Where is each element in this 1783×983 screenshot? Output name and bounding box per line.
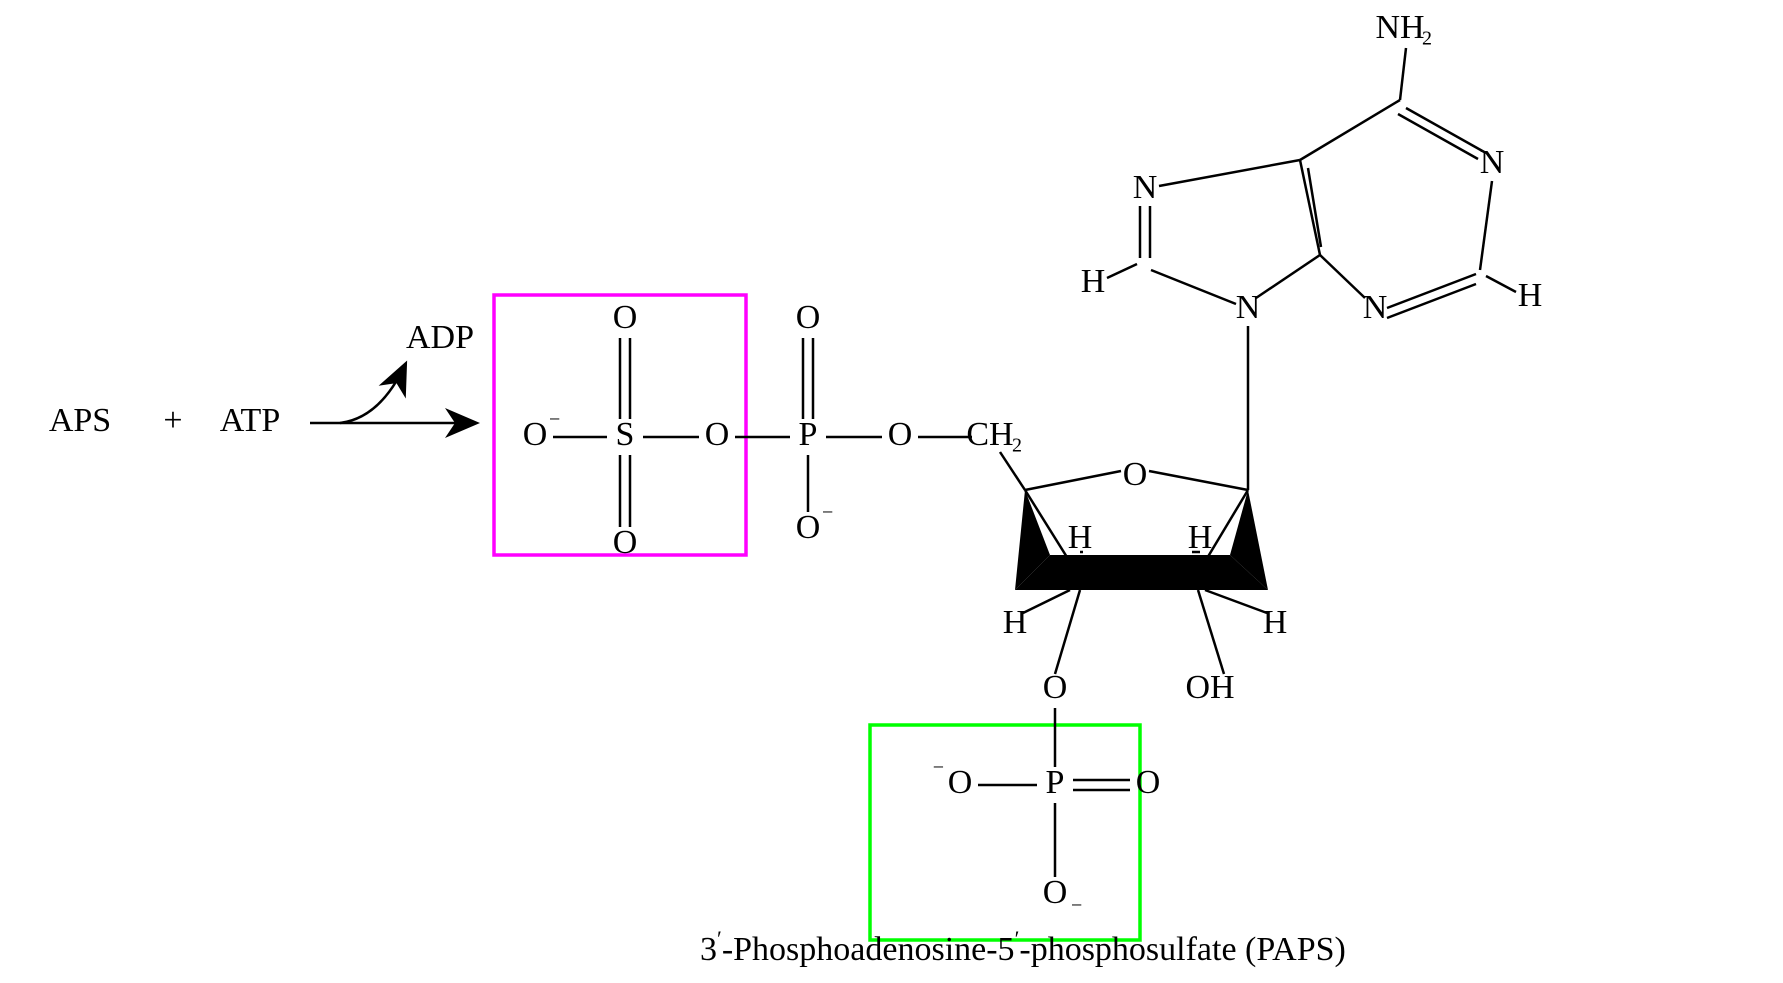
atom-O_P2_right: O bbox=[1136, 764, 1161, 801]
atom-H_c4: H bbox=[1263, 604, 1288, 641]
byproduct-adp: ADP bbox=[406, 319, 474, 356]
atom-O_P1_top: O bbox=[796, 299, 821, 336]
svg-text:OH: OH bbox=[1185, 669, 1234, 706]
reactant-aps: APS bbox=[49, 402, 111, 439]
atom-N7: N bbox=[1133, 169, 1158, 206]
atom-P1: P bbox=[799, 416, 818, 453]
atom-N1: N bbox=[1480, 144, 1505, 181]
atom-CH2: CH bbox=[966, 416, 1013, 453]
atom-O_P1_bot: O bbox=[796, 509, 821, 546]
reactant-atp: ATP bbox=[220, 402, 280, 439]
svg-text:−: − bbox=[1071, 895, 1082, 917]
product-name: 3′-Phosphoadenosine-5′-phosphosulfate (P… bbox=[700, 926, 1346, 968]
atom-O_neg_left: O bbox=[523, 416, 548, 453]
atom-O_S_top: O bbox=[613, 299, 638, 336]
atom-O_P2_left: O bbox=[948, 764, 973, 801]
svg-text:−: − bbox=[822, 502, 833, 524]
phosphate-highlight-box bbox=[870, 725, 1140, 940]
svg-text:H: H bbox=[1081, 263, 1106, 300]
atom-NH2: NH bbox=[1375, 9, 1424, 46]
svg-text:−: − bbox=[933, 757, 944, 779]
atom-O_S_P: O bbox=[705, 416, 730, 453]
atom-O_c3: O bbox=[1043, 669, 1068, 706]
atom-O_P2_bot: O bbox=[1043, 874, 1068, 911]
atom-H_c1: H bbox=[1188, 519, 1213, 556]
atom-H_c3: H bbox=[1003, 604, 1028, 641]
svg-text:−: − bbox=[549, 409, 560, 431]
atom-P2: P bbox=[1046, 764, 1065, 801]
svg-text:2: 2 bbox=[1422, 28, 1432, 50]
atom-O_ring: O bbox=[1123, 456, 1148, 493]
atom-H_c2: H bbox=[1068, 519, 1093, 556]
svg-text:+: + bbox=[163, 402, 182, 439]
atom-S: S bbox=[616, 416, 635, 453]
svg-text:2: 2 bbox=[1012, 435, 1022, 457]
atom-O_P1_C: O bbox=[888, 416, 913, 453]
atom-O_S_bot: O bbox=[613, 524, 638, 561]
atom-N3: N bbox=[1363, 289, 1388, 326]
paps-structure-diagram: APS+ATPADP HHO−SOOOPOO−OCH2OHHHHOOHPO−OO… bbox=[0, 0, 1783, 978]
atom-N9: N bbox=[1236, 289, 1261, 326]
svg-text:H: H bbox=[1518, 277, 1543, 314]
